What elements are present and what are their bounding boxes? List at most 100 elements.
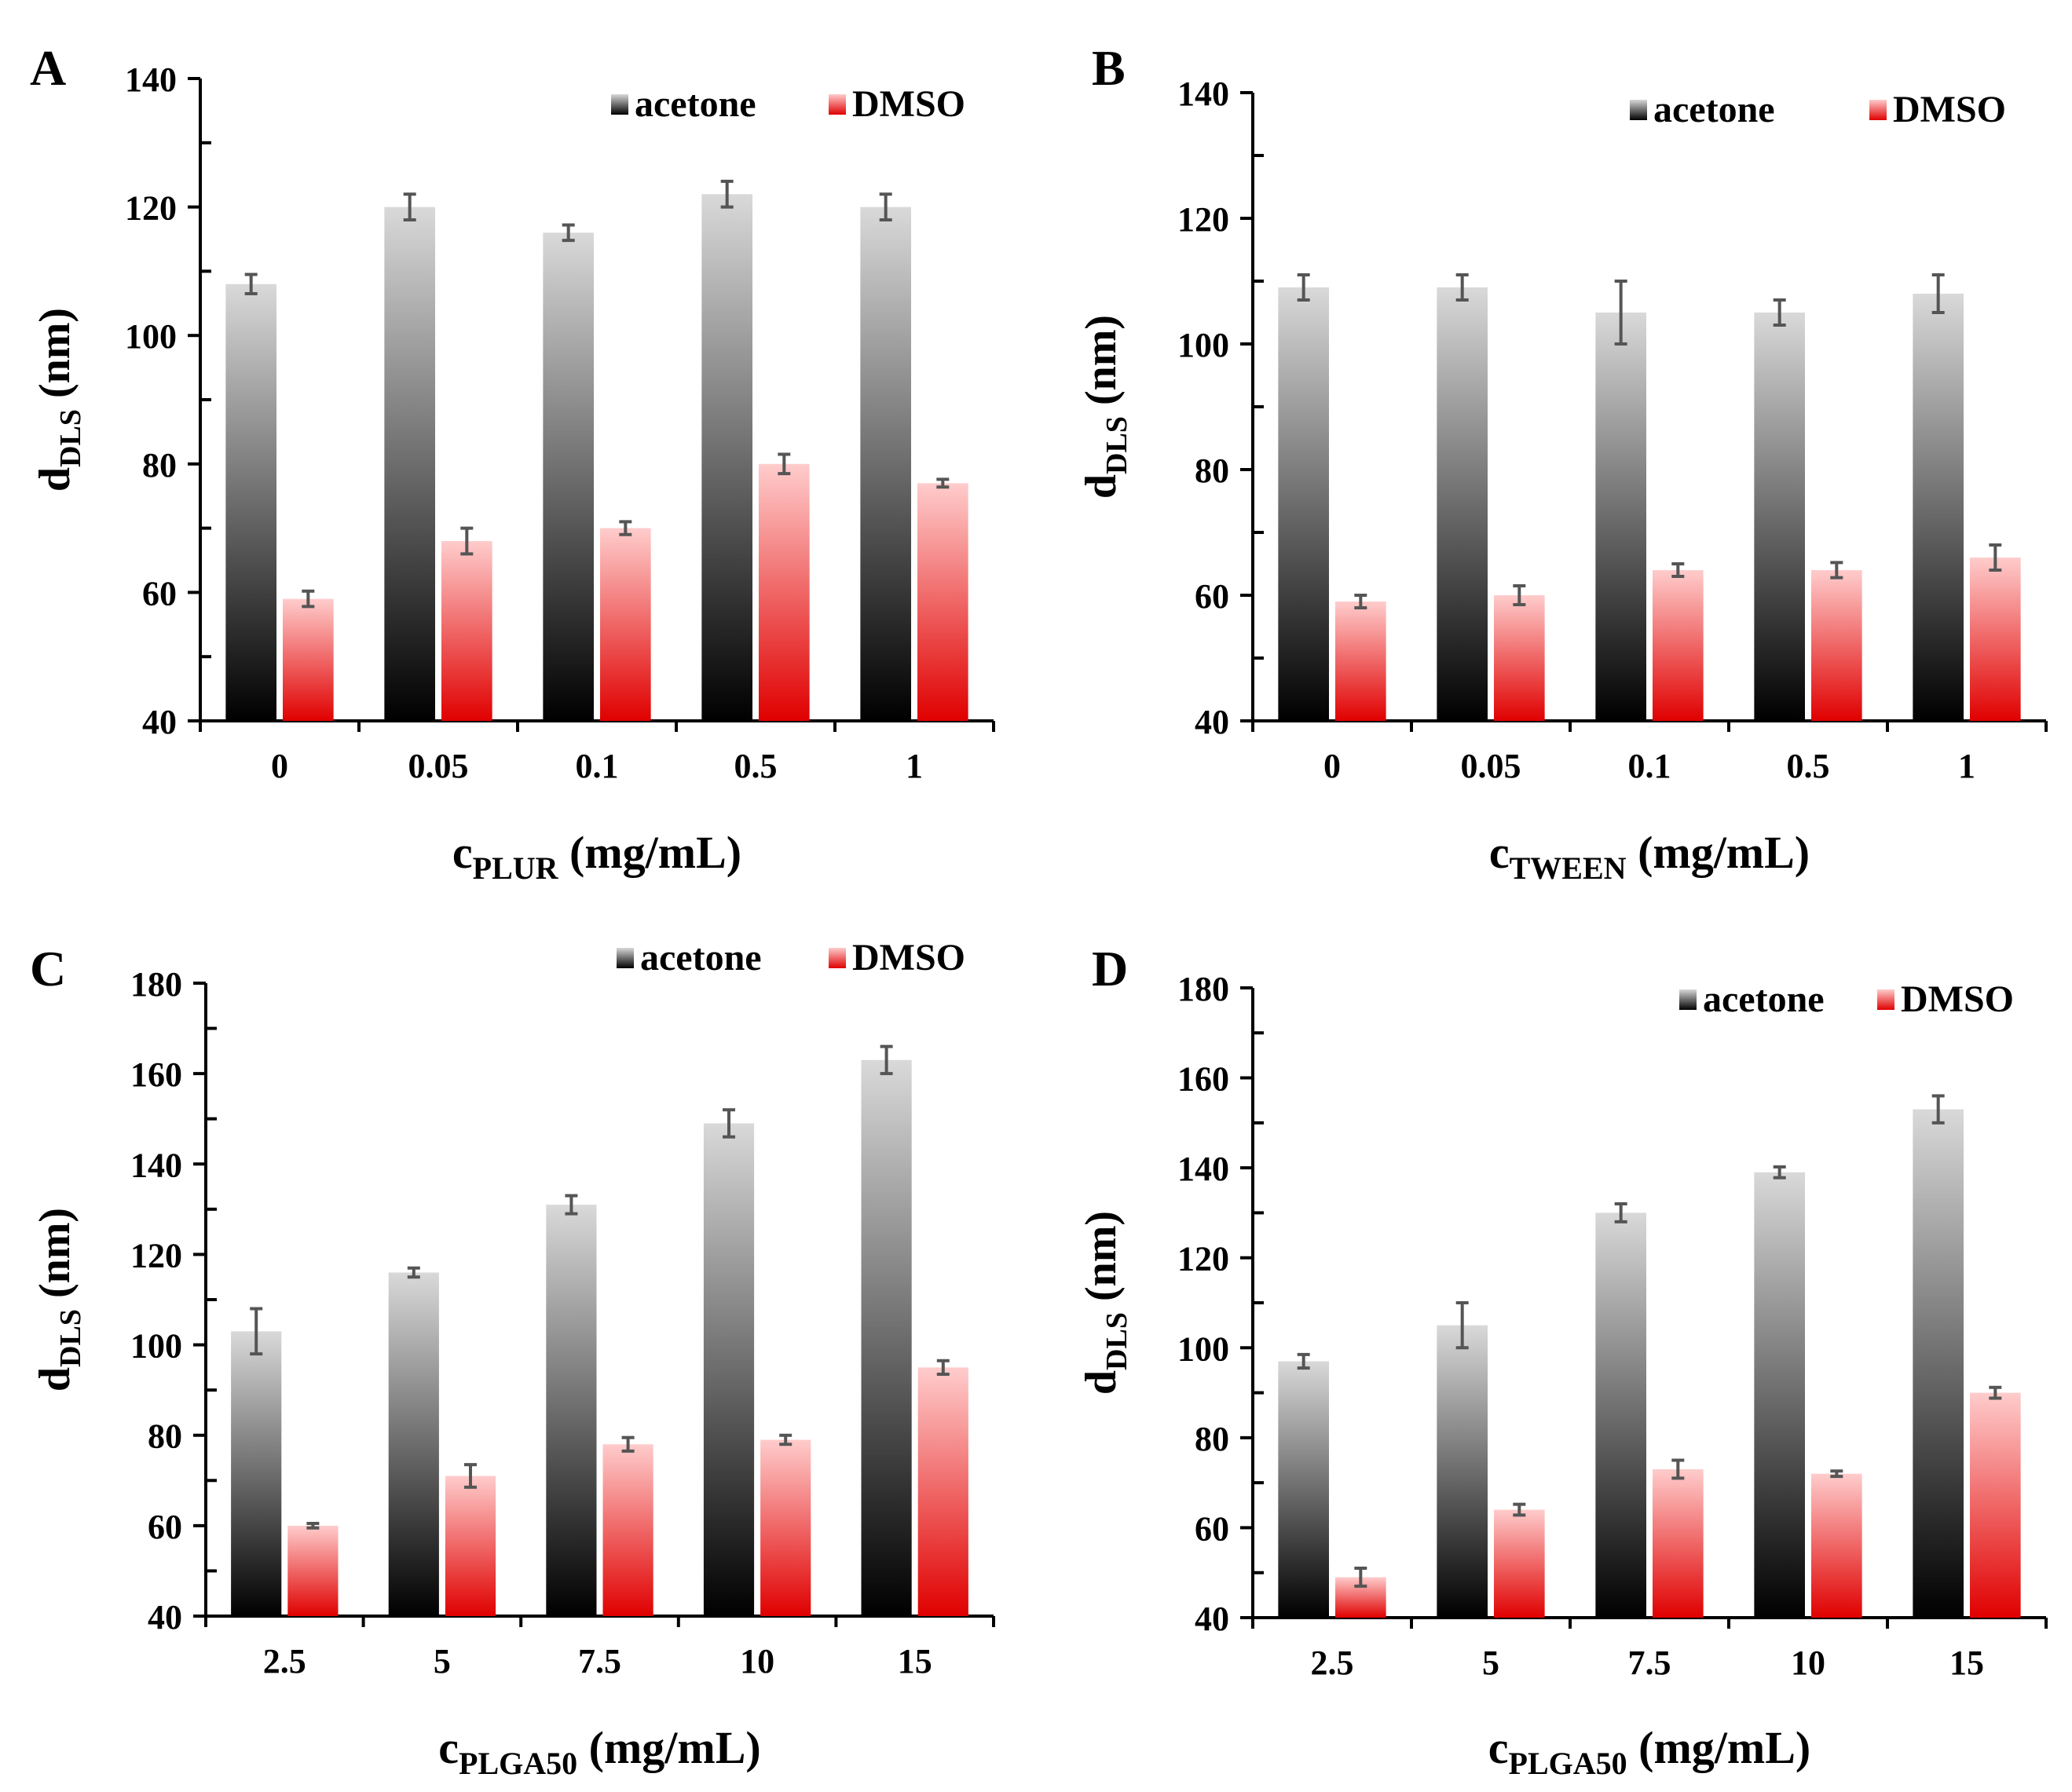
- y-tick-label: 140: [125, 60, 177, 99]
- legend-acetone: acetone: [611, 83, 756, 125]
- error-bar: [407, 1266, 420, 1279]
- error-bar: [244, 272, 258, 296]
- error-bar: [1297, 273, 1310, 302]
- y-tick-label: 160: [1177, 1060, 1229, 1099]
- error-bar: [880, 1044, 893, 1076]
- bar-acetone: [1595, 313, 1646, 721]
- y-tick-label: 40: [142, 703, 177, 741]
- y-tick-label: 140: [1177, 75, 1229, 113]
- y-tick-label: 100: [125, 317, 177, 356]
- bar-acetone: [1278, 287, 1329, 721]
- x-tick-label: 0.05: [408, 747, 469, 785]
- x-tick-label: 0.05: [1461, 747, 1521, 785]
- bar-dmso: [1970, 1392, 2021, 1618]
- bar-acetone: [1913, 1109, 1964, 1618]
- error-bar: [723, 1108, 736, 1139]
- y-tick-label: 160: [130, 1055, 182, 1094]
- y-axis-label: dDLS (nm): [1077, 315, 1133, 499]
- bar-dmso: [1335, 602, 1386, 721]
- error-bar: [1931, 273, 1945, 314]
- error-bar: [562, 223, 575, 243]
- bar-acetone: [384, 207, 435, 722]
- x-tick-label: 0.1: [576, 747, 619, 785]
- error-bar: [1455, 273, 1469, 302]
- bar-dmso: [1970, 558, 2021, 721]
- legend-label: DMSO: [1901, 978, 2014, 1020]
- error-bar: [463, 1463, 477, 1489]
- y-tick-label: 80: [1195, 452, 1229, 490]
- y-tick-label: 140: [130, 1146, 182, 1184]
- bar-acetone: [861, 1059, 912, 1616]
- error-bar: [720, 179, 734, 209]
- x-tick-label: 0.1: [1628, 747, 1671, 785]
- legend-dmso: DMSO: [1869, 89, 2006, 130]
- bar-dmso: [917, 1367, 968, 1616]
- y-tick-label: 140: [1177, 1150, 1229, 1188]
- y-tick-label: 100: [1177, 1329, 1229, 1368]
- panel-c: C 40 60 80 100 120 140 160 180 2.5 5 7.5 10 15 dDLS (n…: [30, 937, 995, 1781]
- error-bar: [250, 1307, 263, 1356]
- panel-label: B: [1092, 40, 1126, 96]
- panel-a: A 40 60 80 100 120 140 0 0.05 0.1 0.5 1 dDLS (nm) cPL…: [30, 40, 995, 886]
- error-bar: [778, 452, 791, 476]
- y-tick-label: 60: [1195, 1509, 1229, 1548]
- error-bar: [1455, 1301, 1469, 1350]
- y-tick-label: 40: [1195, 1600, 1229, 1638]
- error-bar: [619, 520, 632, 536]
- error-bar: [1354, 594, 1367, 609]
- bar-dmso: [1653, 570, 1704, 721]
- bar-acetone: [231, 1331, 282, 1616]
- legend-label: acetone: [1653, 89, 1775, 130]
- legend-swatch: [611, 94, 628, 115]
- bar-dmso: [760, 1439, 811, 1616]
- legend-acetone: acetone: [1679, 978, 1825, 1020]
- error-bar: [1773, 1165, 1786, 1179]
- x-tick-label: 10: [740, 1642, 774, 1680]
- legend-acetone: acetone: [1630, 89, 1775, 130]
- error-bar: [1354, 1566, 1367, 1588]
- bar-acetone: [1913, 294, 1964, 721]
- y-axis-label: dDLS (nm): [31, 1208, 87, 1392]
- error-bar: [1513, 1502, 1526, 1517]
- bar-acetone: [1437, 287, 1488, 721]
- bar-acetone: [543, 232, 594, 721]
- y-axis-label: dDLS (nm): [31, 308, 87, 492]
- bar-acetone: [1437, 1325, 1488, 1618]
- y-tick-label: 80: [1195, 1420, 1229, 1458]
- legend-swatch: [829, 94, 846, 115]
- legend-swatch: [1869, 100, 1887, 120]
- x-axis-label: cTWEEN (mg/mL): [1489, 827, 1810, 886]
- y-axis-label: dDLS (nm): [1077, 1211, 1133, 1395]
- error-bar: [1773, 298, 1786, 327]
- legend-label: DMSO: [852, 937, 965, 978]
- bar-dmso: [917, 483, 968, 721]
- legend-swatch: [1630, 100, 1647, 120]
- bar-acetone: [546, 1205, 597, 1616]
- y-tick-label: 80: [142, 446, 177, 485]
- x-tick-label: 2.5: [1311, 1644, 1354, 1682]
- error-bar: [1989, 1385, 2002, 1400]
- error-bar: [302, 589, 315, 609]
- legend-dmso: DMSO: [1877, 978, 2014, 1020]
- y-tick-label: 60: [142, 574, 177, 613]
- y-tick-label: 100: [1177, 326, 1229, 364]
- error-bar: [879, 192, 892, 221]
- error-bar: [936, 1359, 950, 1376]
- panel-label: D: [1092, 941, 1128, 997]
- y-tick-label: 180: [130, 965, 182, 1004]
- bar-acetone: [388, 1272, 439, 1616]
- x-tick-label: 7.5: [1628, 1644, 1671, 1682]
- bar-acetone: [703, 1123, 755, 1616]
- x-tick-label: 15: [1949, 1644, 1984, 1682]
- error-bar: [306, 1521, 320, 1530]
- legend-label: DMSO: [852, 83, 965, 125]
- x-tick-label: 0.5: [1787, 747, 1830, 785]
- bar-dmso: [600, 528, 651, 721]
- x-axis-label: cPLUR (mg/mL): [452, 827, 741, 886]
- x-tick-label: 0: [1323, 747, 1341, 785]
- bar-dmso: [759, 463, 810, 721]
- x-tick-label: 0.5: [734, 747, 778, 785]
- y-tick-label: 120: [125, 189, 177, 228]
- bar-dmso: [287, 1525, 339, 1616]
